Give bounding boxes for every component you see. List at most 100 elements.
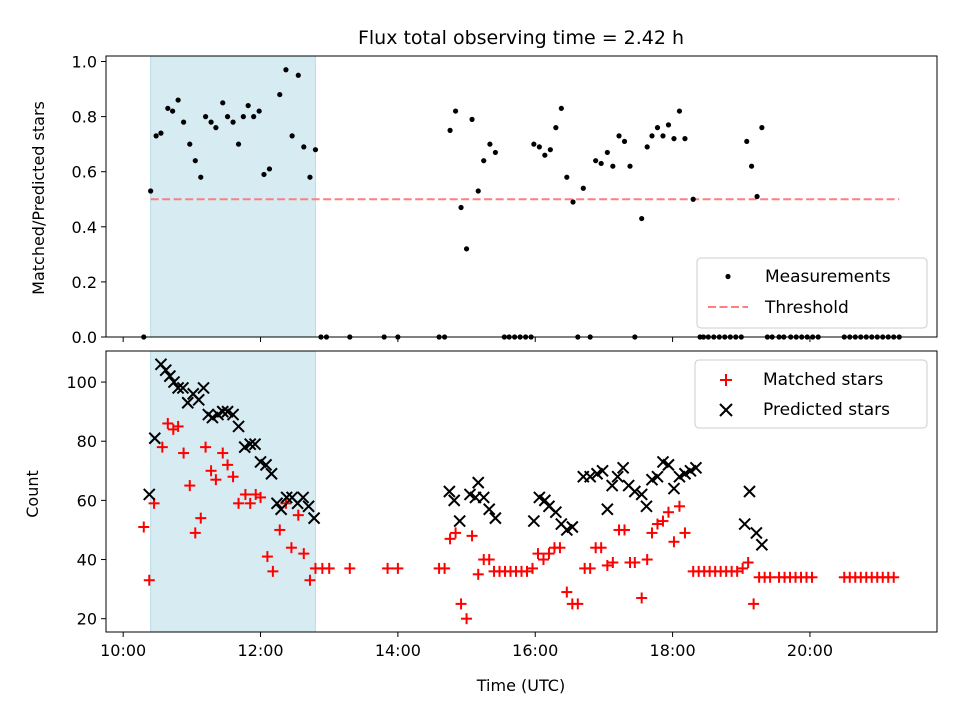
matched-star-point: [584, 562, 596, 574]
x-tick-label: 10:00: [100, 641, 146, 660]
predicted-star-point: [447, 494, 461, 507]
predicted-star-point: [159, 364, 172, 377]
measurement-point: [469, 116, 475, 122]
predicted-star-point: [163, 369, 177, 383]
predicted-star-point: [689, 461, 703, 475]
measurement-point: [598, 160, 604, 167]
predicted-star-point: [259, 458, 273, 472]
matched-star-point: [274, 524, 286, 536]
measurement-point: [481, 158, 487, 164]
x-tick-label: 18:00: [650, 641, 696, 660]
matched-star-point: [200, 441, 212, 453]
y-tick-label: 20: [77, 610, 97, 629]
matched-star-point: [636, 592, 648, 604]
measurement-point: [208, 119, 214, 125]
matched-star-point: [888, 571, 900, 583]
measurement-point: [170, 108, 176, 114]
predicted-star-point: [171, 381, 185, 395]
measurement-point: [277, 91, 283, 98]
legend-threshold-label: Threshold: [764, 298, 849, 318]
top-panel: 0.0 0.2 0.4 0.6 0.8 1.0 Flux total observing …: [29, 27, 938, 347]
matched-star-point: [261, 551, 273, 563]
measurements-points: [141, 67, 902, 340]
legend-predicted-label: Predicted stars: [763, 400, 890, 420]
predicted-star-point: [538, 494, 552, 507]
y-tick-label: 80: [77, 432, 97, 451]
matched-star-point: [662, 506, 674, 518]
matched-star-point: [344, 562, 356, 574]
predicted-star-point: [527, 514, 541, 528]
matched-star-point: [195, 512, 207, 524]
measurement-point: [213, 125, 219, 131]
predicted-star-point: [167, 375, 181, 389]
measurement-point: [744, 138, 750, 145]
measurement-point: [564, 174, 570, 180]
measurement-point: [558, 105, 564, 111]
predicted-star-point: [148, 432, 161, 445]
measurement-point: [301, 144, 307, 150]
matched-star-point: [472, 568, 484, 580]
predicted-star-point: [302, 500, 315, 513]
measurement-point: [542, 152, 548, 158]
predicted-star-point: [483, 503, 496, 516]
top-x-ticks: [122, 337, 811, 342]
measurement-point: [235, 141, 242, 147]
matched-star-point: [239, 488, 251, 500]
measurement-point: [158, 130, 164, 136]
matched-star-point: [673, 500, 685, 512]
matched-star-point: [526, 562, 538, 574]
measurement-point: [452, 108, 459, 114]
matched-star-point: [304, 574, 316, 586]
measurement-point: [610, 163, 616, 169]
x-axis-label: Time (UTC): [476, 676, 565, 695]
measurement-point: [148, 188, 154, 194]
measurement-point: [487, 141, 493, 147]
measurement-point: [644, 144, 650, 150]
top-legend-box: [696, 257, 928, 329]
legend-measurements-label: Measurements: [765, 267, 891, 287]
matched-star-point: [162, 417, 174, 429]
predicted-star-point: [296, 491, 310, 504]
bottom-axes-frame: [105, 350, 938, 633]
predicted-star-point: [176, 381, 190, 395]
measurement-point: [475, 188, 481, 194]
predicted-star-point: [596, 464, 609, 478]
chart-title: Flux total observing time = 2.42 h: [358, 27, 684, 49]
bottom-y-axis-label: Count: [23, 470, 42, 518]
measurement-point: [754, 193, 760, 200]
matched-star-point: [554, 542, 566, 554]
measurement-point: [165, 105, 171, 111]
predicted-star-point: [489, 511, 502, 525]
matched-star-point: [222, 459, 234, 471]
y-tick-label: 100: [66, 373, 97, 392]
matched-star-point: [668, 536, 680, 548]
matched-star-point: [382, 562, 394, 574]
predicted-star-point: [244, 437, 257, 451]
matched-star-point: [233, 497, 245, 509]
top-shaded-span: [150, 55, 316, 338]
matched-star-point: [298, 548, 310, 560]
x-tick-label: 14:00: [375, 641, 421, 660]
measurement-point: [682, 136, 688, 142]
predicted-star-point: [232, 420, 245, 433]
matched-star-point: [537, 554, 549, 566]
bottom-legend: Matched stars Predicted stars: [694, 359, 928, 429]
top-axes-frame: [105, 55, 938, 338]
y-tick-label: 0.8: [72, 108, 97, 127]
predicted-star-point: [605, 479, 619, 492]
measurement-point: [621, 138, 628, 145]
predicted-star-point: [274, 503, 288, 516]
predicted-star-point: [143, 488, 156, 501]
predicted-star-point: [611, 470, 624, 483]
predicted-star-point: [566, 520, 579, 534]
matched-star-point: [543, 548, 555, 560]
measurement-point: [604, 149, 610, 156]
predicted-star-point: [640, 500, 653, 513]
measurement-point: [266, 166, 273, 172]
measurement-point: [198, 174, 204, 180]
measurement-point: [447, 127, 453, 133]
matched-star-point: [455, 598, 467, 610]
measurement-point: [289, 133, 295, 139]
predicted-star-point: [280, 491, 293, 504]
measurement-point: [181, 119, 187, 125]
